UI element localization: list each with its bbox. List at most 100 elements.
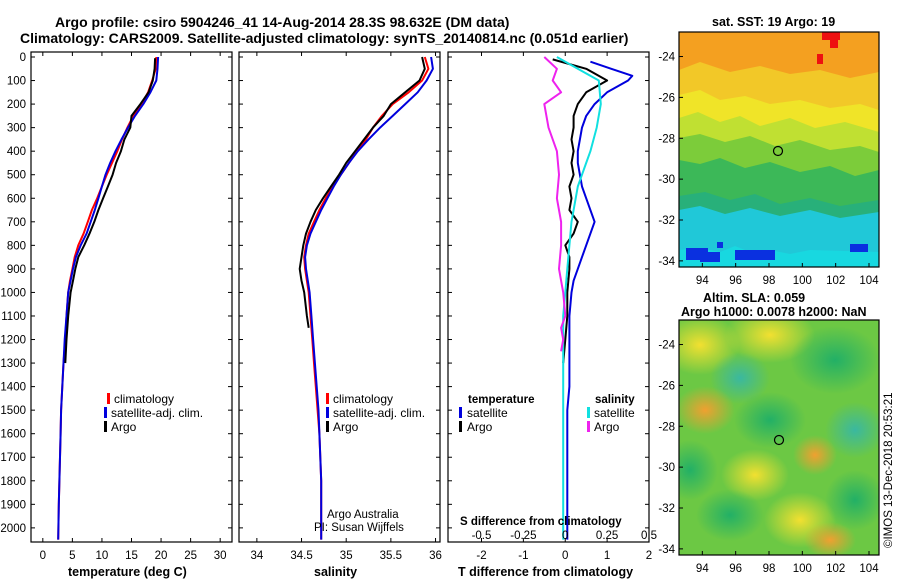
x-tick-label: 5	[69, 550, 75, 562]
depth-tick-label: 200	[7, 99, 26, 111]
lon-tick-label: 104	[859, 275, 879, 287]
depth-tick-label: 0	[20, 52, 26, 64]
legend-swatch-temp-satellite	[459, 407, 462, 418]
legend-label-satellite: satellite-adj. clim.	[111, 406, 203, 420]
difference-profiles	[543, 56, 634, 540]
depth-tick-label: 300	[7, 123, 26, 135]
sst-map-frame	[678, 31, 880, 268]
salinity-panel-frame	[238, 51, 441, 543]
depth-tick-label: 600	[7, 193, 26, 205]
x-tick-label: 34.5	[290, 550, 312, 562]
lon-tick-label: 96	[729, 563, 742, 575]
sla-map-title-2: Argo h1000: 0.0078 h2000: NaN	[681, 305, 867, 319]
legend-swatch-sal-satellite	[587, 407, 590, 418]
lat-tick-label: -30	[658, 462, 675, 474]
difference-panel-frame	[447, 51, 650, 543]
sst-x-axis: 94 96 98 100 102 104	[696, 263, 879, 287]
depth-tick-label: 1500	[0, 405, 26, 417]
depth-tick-label: 1300	[0, 358, 26, 370]
depth-tick-label: 100	[7, 76, 26, 88]
series-line-climatology	[57, 56, 158, 540]
credit-pi: PI: Susan Wijffels	[314, 522, 404, 534]
legend-label-temp-argo: Argo	[467, 420, 493, 434]
x-tick-label: 30	[214, 550, 227, 562]
depth-tick-label: 700	[7, 217, 26, 229]
lat-tick-label: -28	[658, 133, 675, 145]
sla-x-axis: 94 96 98 100 102 104	[696, 551, 879, 575]
lat-tick-label: -26	[658, 380, 675, 392]
sst-argo-marker	[772, 145, 784, 157]
sla-map-frame	[678, 319, 880, 556]
lon-tick-label: 102	[826, 275, 845, 287]
series-line-argo	[298, 56, 426, 328]
x-tick-label: 35.5	[380, 550, 402, 562]
legend-label-argo: Argo	[333, 420, 359, 434]
legend-swatch-argo	[104, 421, 107, 432]
x-tick-label: 2	[646, 550, 652, 562]
legend-swatch-climatology	[326, 393, 329, 404]
legend-swatch-satellite	[104, 407, 107, 418]
legend-swatch-temp-argo	[459, 421, 462, 432]
x-tick-label: -2	[476, 550, 486, 562]
temperature-x-ticks: 0 5 10 15 20 25 30	[40, 52, 227, 562]
legend-swatch-satellite	[326, 407, 329, 418]
depth-tick-label: 800	[7, 240, 26, 252]
x-tick-label: 0	[40, 550, 46, 562]
legend-heading-temperature: temperature	[468, 394, 534, 406]
depth-tick-label: 500	[7, 170, 26, 182]
series-line-satellite-adj-clim-	[304, 56, 434, 540]
legend-heading-salinity: salinity	[595, 394, 635, 406]
salinity-legend: climatology satellite-adj. clim. Argo	[326, 392, 425, 434]
sst-map-image	[679, 32, 879, 267]
depth-axis: 0 100 200 300 400 500 600 700 800 900 1000 1100 1200…	[0, 52, 26, 535]
sla-argo-marker	[773, 434, 785, 446]
depth-tick-label: 1600	[0, 429, 26, 441]
legend-swatch-argo	[326, 421, 329, 432]
x-tick-label: -1	[518, 550, 528, 562]
difference-x-ticks: -2 -1 0 1 2	[476, 52, 652, 562]
salinity-profiles	[298, 56, 434, 540]
lat-tick-label: -24	[658, 52, 675, 64]
x-tick-label: 25	[184, 550, 197, 562]
lat-tick-label: -34	[658, 544, 675, 556]
lon-tick-label: 102	[826, 563, 845, 575]
s-tick-label: 0	[562, 530, 568, 542]
depth-tick-label: 1700	[0, 452, 26, 464]
depth-tick-label: 1900	[0, 499, 26, 511]
lat-tick-label: -30	[658, 174, 675, 186]
legend-label-argo: Argo	[111, 420, 137, 434]
x-tick-label: 34	[250, 550, 263, 562]
s-tick-label: -0.5	[472, 530, 492, 542]
title-line-1: Argo profile: csiro 5904246_41 14-Aug-20…	[55, 14, 509, 30]
legend-swatch-climatology	[107, 393, 110, 404]
salinity-xlabel: salinity	[314, 565, 357, 579]
legend-label-sal-argo: Argo	[594, 420, 620, 434]
lat-tick-label: -24	[658, 340, 675, 352]
lon-tick-label: 100	[793, 275, 812, 287]
panel-tick-marks	[31, 56, 649, 529]
lat-tick-label: -32	[658, 503, 675, 515]
legend-label-temp-satellite: satellite	[467, 406, 508, 420]
sst-map-title: sat. SST: 19 Argo: 19	[712, 15, 835, 29]
temperature-legend: climatology satellite-adj. clim. Argo	[104, 392, 203, 434]
s-tick-label: 0.25	[596, 530, 618, 542]
legend-label-satellite: satellite-adj. clim.	[333, 406, 425, 420]
x-tick-label: 10	[96, 550, 109, 562]
series-line-satellite-adj-clim-	[57, 56, 160, 540]
sla-map-image	[679, 320, 879, 555]
series-line-salinity-argo	[543, 56, 567, 352]
temperature-xlabel: temperature (deg C)	[68, 565, 187, 579]
legend-label-sal-satellite: satellite	[594, 406, 635, 420]
depth-tick-label: 1800	[0, 476, 26, 488]
series-line-salinity-satellite	[556, 56, 602, 540]
depth-tick-label: 1000	[0, 287, 26, 299]
lat-tick-label: -28	[658, 421, 675, 433]
depth-tick-label: 2000	[0, 523, 26, 535]
difference-legend-temperature: temperature satellite Argo	[459, 394, 534, 434]
s-difference-label: S difference from climatology	[460, 516, 622, 528]
lon-tick-label: 104	[859, 563, 879, 575]
x-tick-label: 0	[562, 550, 568, 562]
lon-tick-label: 98	[763, 275, 776, 287]
depth-tick-label: 1400	[0, 382, 26, 394]
x-tick-label: 35	[340, 550, 353, 562]
